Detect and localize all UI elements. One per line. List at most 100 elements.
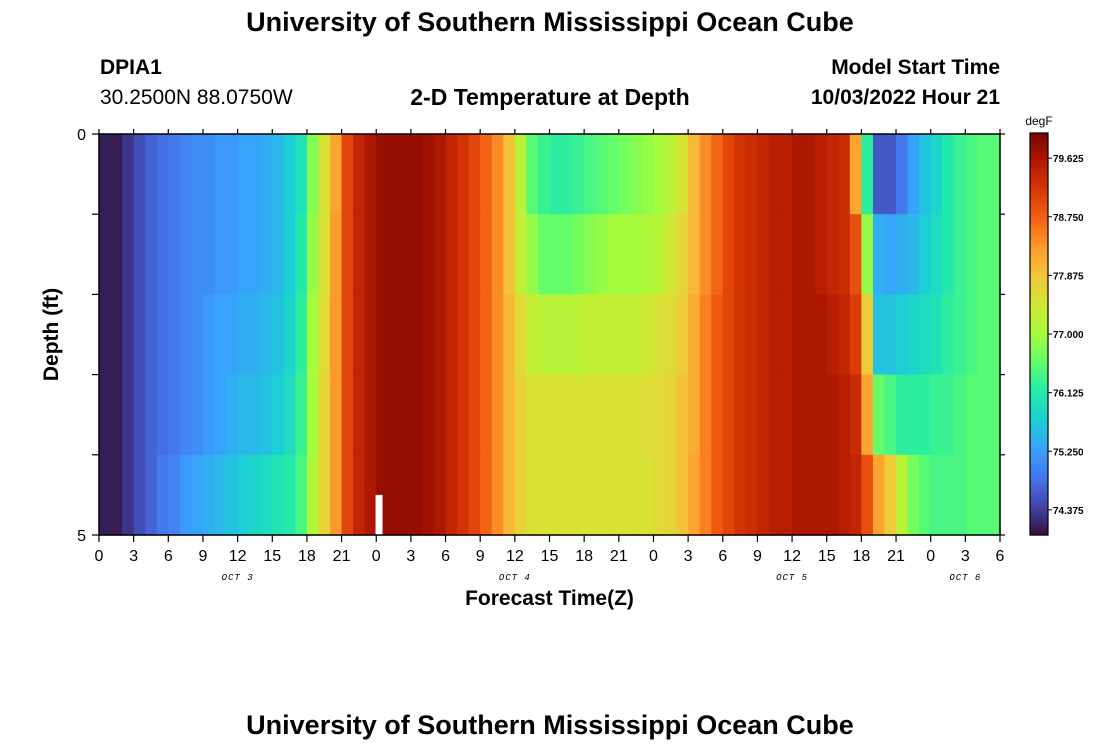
heatmap-cell [942, 214, 955, 295]
observation-marker [375, 494, 383, 535]
heatmap-cell [99, 294, 112, 376]
heatmap-cell [376, 374, 389, 456]
heatmap-cell [584, 374, 597, 456]
heatmap-cell [688, 134, 701, 215]
heatmap-cell [514, 294, 527, 376]
page-title: University of Southern Mississippi Ocean… [246, 7, 854, 37]
heatmap-cell [595, 214, 608, 295]
heatmap-cell [480, 134, 493, 215]
heatmap-cell [618, 374, 631, 456]
colorbar-cell [1030, 380, 1048, 385]
x-tick-label: 0 [372, 548, 381, 565]
heatmap-cell [688, 294, 701, 376]
heatmap-cell [665, 214, 678, 295]
heatmap-cell [549, 294, 562, 376]
heatmap-cell [861, 214, 874, 295]
heatmap-cell [387, 374, 400, 456]
heatmap-cell [272, 454, 285, 536]
heatmap-cell [872, 374, 886, 456]
heatmap-cell [341, 374, 354, 456]
heatmap-cell [179, 214, 193, 295]
heatmap-cell [734, 134, 747, 215]
heatmap-cell [722, 134, 735, 215]
heatmap-cell [838, 214, 851, 295]
heatmap-cell [295, 454, 308, 536]
heatmap-cell [930, 214, 943, 295]
heatmap-cell [826, 214, 839, 295]
heatmap-cell [745, 454, 759, 536]
heatmap-cell [953, 214, 966, 295]
colorbar-cell [1030, 390, 1048, 395]
heatmap-cell [861, 294, 874, 376]
colorbar-cell [1030, 310, 1048, 315]
heatmap-cell [919, 454, 932, 536]
heatmap-cell [445, 454, 458, 536]
heatmap-cell [953, 134, 966, 215]
colorbar-cell [1030, 179, 1048, 184]
colorbar-cell [1030, 327, 1048, 332]
heatmap-cell [699, 374, 712, 456]
heatmap-cell [976, 454, 990, 536]
colorbar-cell [1030, 283, 1048, 288]
colorbar-cell [1030, 253, 1048, 258]
heatmap-cell [214, 134, 227, 215]
heatmap-cell [768, 454, 782, 536]
heatmap-cell [295, 134, 308, 215]
heatmap-cell [988, 294, 1001, 376]
heatmap-cell [353, 214, 366, 295]
heatmap-cell [468, 134, 481, 215]
heatmap-cell [306, 134, 320, 215]
heatmap-cell [988, 134, 1001, 215]
colorbar-cell [1030, 474, 1048, 479]
colorbar-cell [1030, 330, 1048, 335]
heatmap-cell [318, 374, 331, 456]
heatmap-cell [503, 374, 516, 456]
heatmap-cell [641, 214, 655, 295]
colorbar-cell [1030, 203, 1048, 208]
heatmap-cell [595, 294, 608, 376]
x-tick-label: 3 [684, 548, 693, 565]
heatmap-cell [145, 134, 158, 215]
x-tick-label: 21 [333, 548, 351, 565]
colorbar-cell [1030, 384, 1048, 389]
colorbar-cell [1030, 491, 1048, 496]
colorbar-cell [1030, 263, 1048, 268]
heatmap-cell [526, 134, 539, 215]
heatmap-cell [445, 374, 458, 456]
heatmap-cell [699, 134, 712, 215]
heatmap-cell [330, 134, 343, 215]
heatmap-cell [607, 134, 620, 215]
heatmap-cell [272, 294, 285, 376]
colorbar-cell [1030, 501, 1048, 506]
heatmap-cell [260, 374, 273, 456]
heatmap-cell [179, 374, 193, 456]
heatmap-cell [133, 374, 146, 456]
heatmap-cell [803, 214, 816, 295]
heatmap-cell [433, 214, 447, 295]
heatmap-cell [133, 294, 146, 376]
heatmap-cell [942, 294, 955, 376]
heatmap-cell [745, 374, 759, 456]
heatmap-cell [849, 374, 862, 456]
colorbar-cell [1030, 504, 1048, 509]
heatmap-cell [826, 454, 839, 536]
colorbar-cell [1030, 277, 1048, 281]
heatmap-cell [364, 294, 377, 376]
colorbar-cell [1030, 260, 1048, 265]
heatmap-cell [145, 294, 158, 376]
heatmap-cell [110, 134, 123, 215]
heatmap-cell [630, 214, 643, 295]
heatmap-cell [826, 294, 839, 376]
heatmap-cell [884, 214, 897, 295]
colorbar-cell [1030, 307, 1048, 312]
heatmap-cell [976, 374, 990, 456]
colorbar-cell [1030, 163, 1048, 168]
heatmap-cell [676, 214, 689, 295]
heatmap-cell [341, 294, 354, 376]
heatmap-cell [757, 374, 770, 456]
heatmap-cell [433, 374, 447, 456]
heatmap-cell [457, 294, 470, 376]
heatmap-cell [156, 454, 169, 536]
colorbar-cell [1030, 176, 1048, 181]
